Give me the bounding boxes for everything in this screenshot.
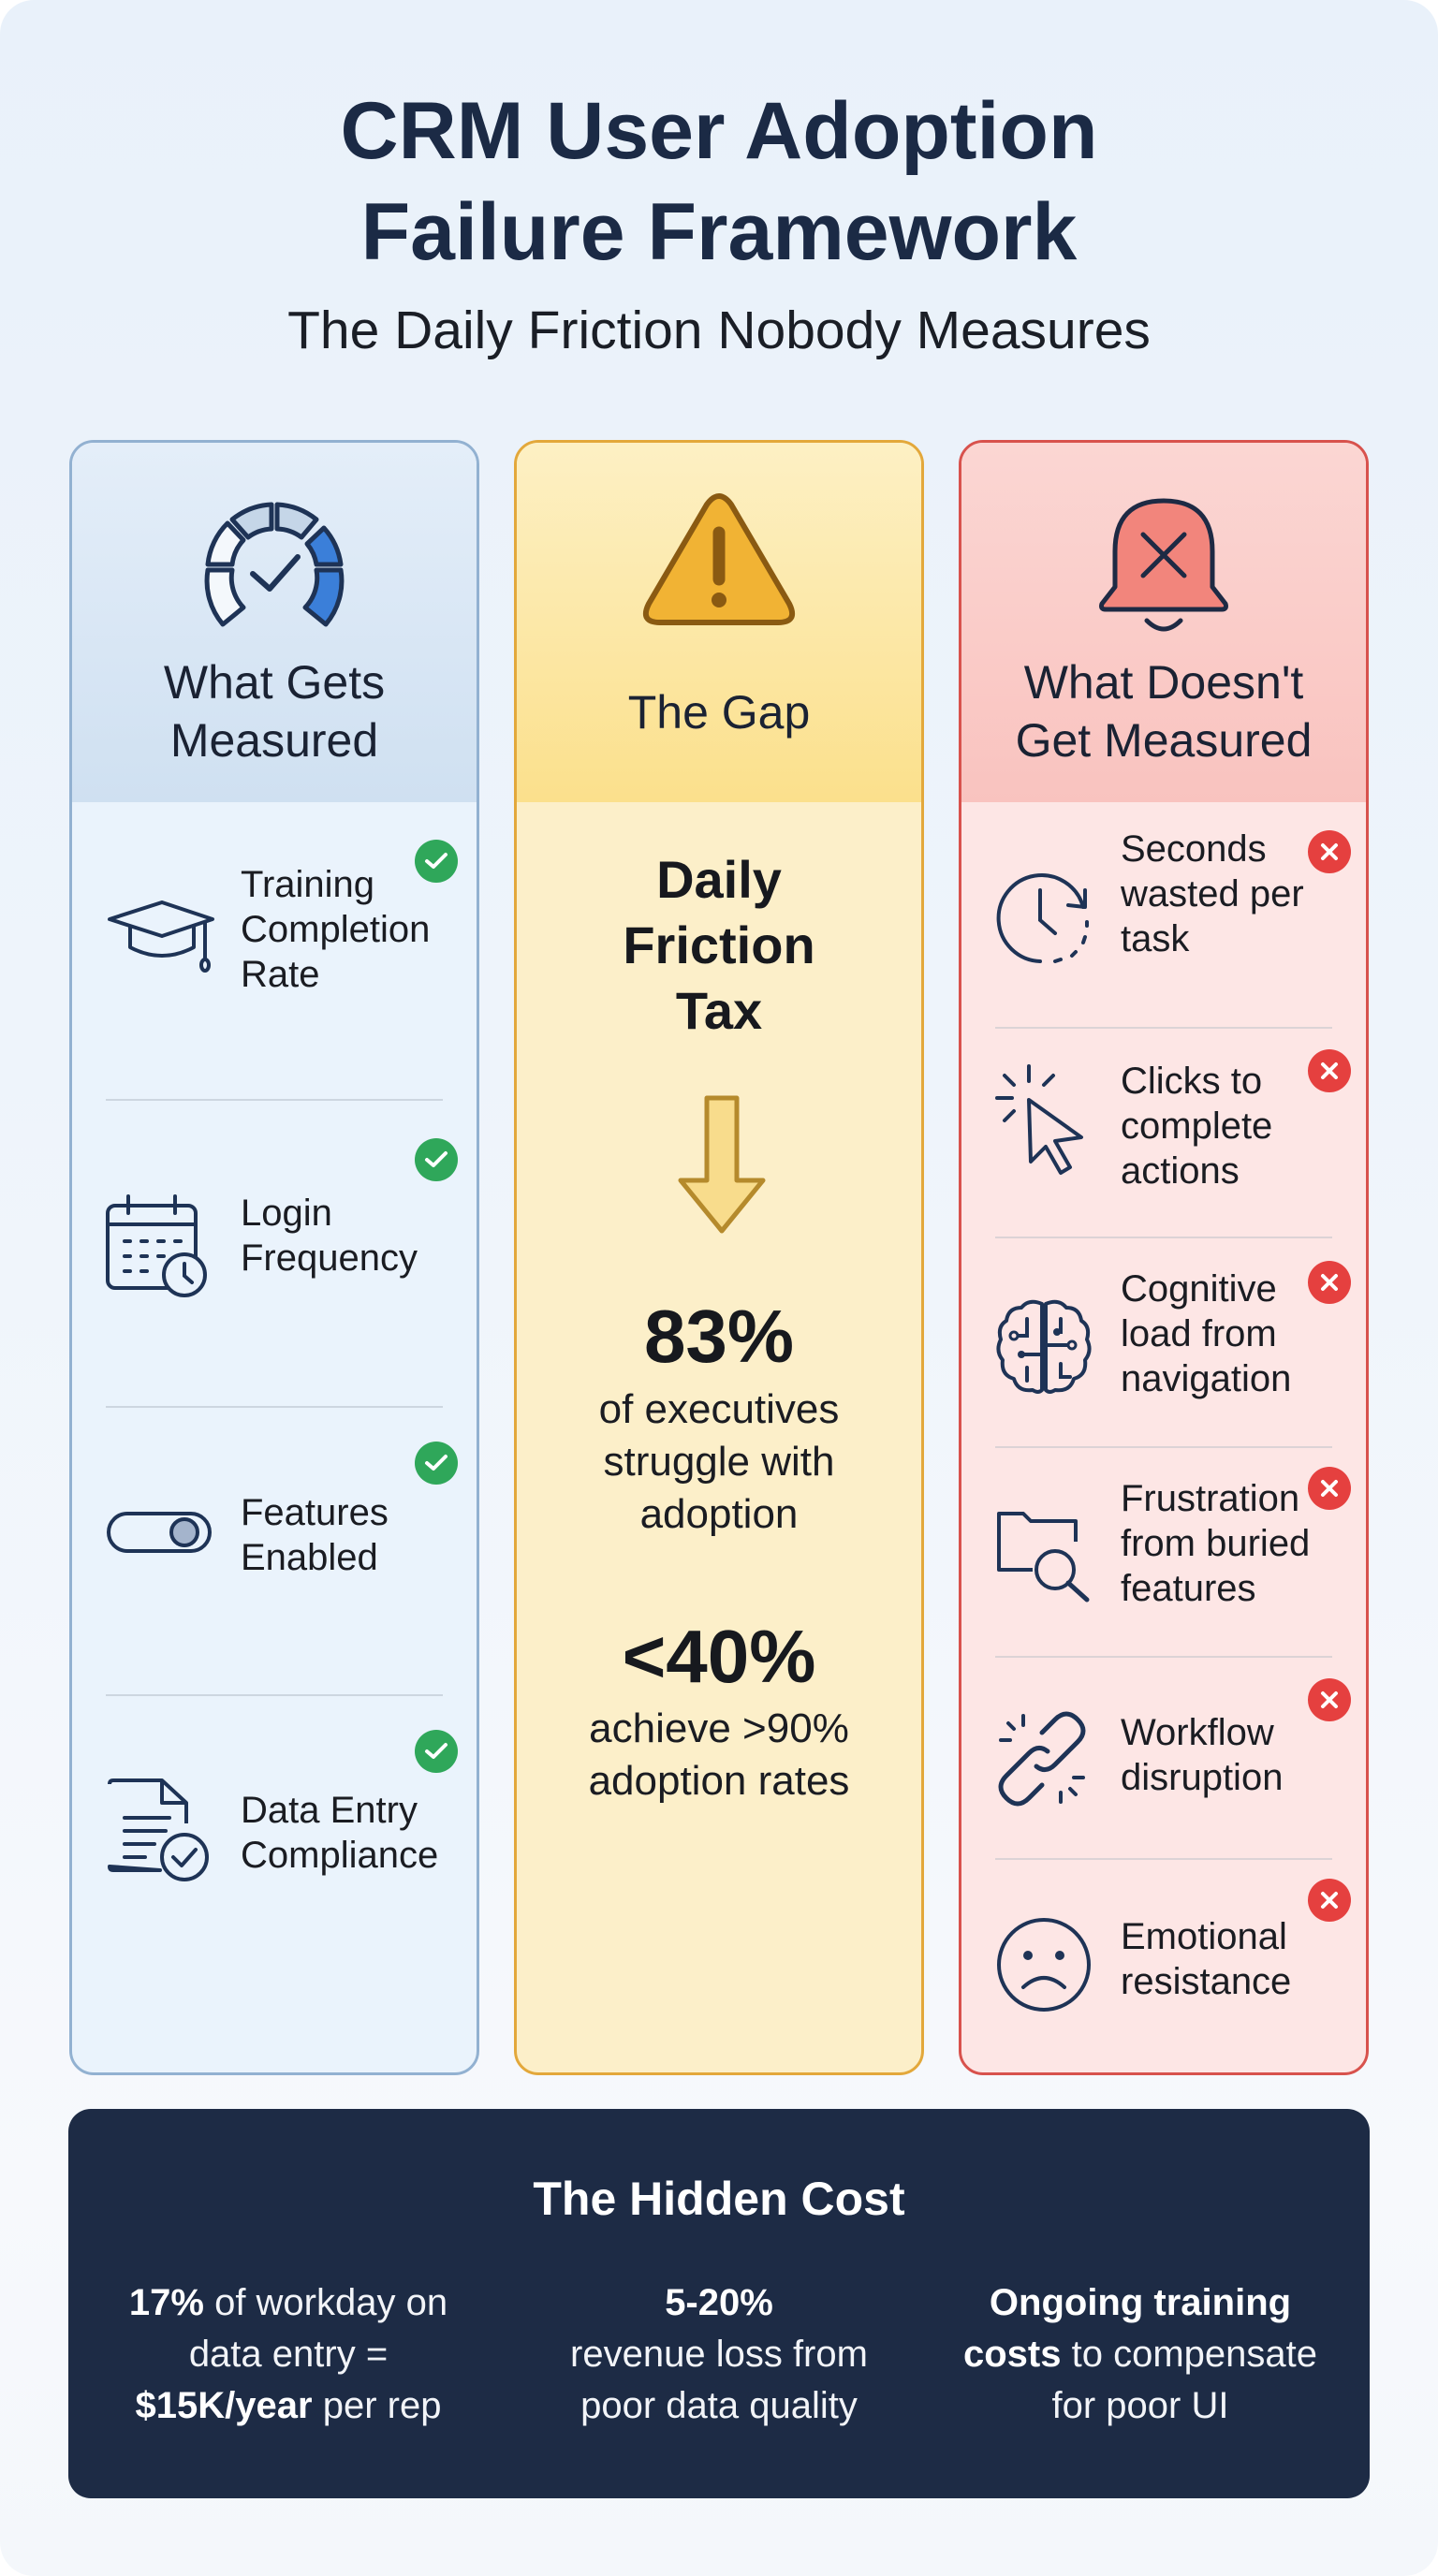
column-title-line-1: What Doesn't	[1023, 656, 1304, 709]
clock-refresh-icon	[996, 873, 1089, 963]
graduation-cap-icon	[108, 900, 214, 973]
divider	[995, 1446, 1332, 1448]
calendar-clock-icon	[106, 1194, 207, 1297]
page-subtitle: The Daily Friction Nobody Measures	[287, 300, 1151, 360]
warning-triangle-icon	[643, 493, 795, 625]
divider	[995, 1027, 1332, 1029]
toggle-switch-icon	[107, 1512, 212, 1553]
list-item-workflow-disruption: Workflow disruption	[961, 1658, 1366, 1858]
bell-x-icon	[1099, 498, 1228, 632]
x-badge-icon	[1308, 1678, 1351, 1721]
check-badge-icon	[415, 1730, 458, 1773]
column-header: What Gets Measured	[72, 443, 477, 802]
gauge-check-icon	[204, 502, 345, 627]
check-badge-icon	[415, 1138, 458, 1181]
column-header: What Doesn't Get Measured	[961, 443, 1366, 802]
divider	[995, 1237, 1332, 1238]
column-title-line-2: Get Measured	[1015, 714, 1313, 767]
stat-text-line: adoption	[639, 1491, 799, 1537]
list-item-clicks-to-complete: Clicks to complete actions	[961, 1029, 1366, 1237]
list-item-features-enabled: Features Enabled	[72, 1408, 477, 1694]
check-badge-icon	[415, 1442, 458, 1485]
item-label: Training Completion Rate	[241, 864, 431, 995]
item-label: Cognitive load from navigation	[1121, 1268, 1292, 1399]
item-label: Workflow disruption	[1121, 1712, 1284, 1798]
column-what-gets-measured: What Gets Measured Training Completion R…	[69, 440, 479, 2075]
cursor-click-icon	[995, 1064, 1083, 1175]
column-header: The Gap	[517, 443, 921, 802]
document-check-icon	[108, 1778, 209, 1881]
gap-headline-line-1: Daily	[656, 850, 782, 909]
hidden-cost-title: The Hidden Cost	[533, 2173, 905, 2225]
divider	[995, 1656, 1332, 1658]
hidden-cost-panel: The Hidden Cost 17% of workday on data e…	[68, 2109, 1370, 2498]
page-title-line-1: CRM User Adoption	[340, 86, 1098, 176]
x-badge-icon	[1308, 1467, 1351, 1510]
cost-item-revenue-loss: 5-20% revenue loss from poor data qualit…	[570, 2282, 868, 2426]
stat-text-line: adoption rates	[588, 1758, 850, 1804]
item-label: Login Frequency	[241, 1193, 418, 1279]
x-badge-icon	[1308, 1049, 1351, 1092]
list-item-cognitive-load: Cognitive load from navigation	[961, 1238, 1366, 1446]
arrow-down-icon	[678, 1095, 766, 1234]
x-badge-icon	[1308, 1879, 1351, 1922]
cost-item-training-costs: Ongoing training costs to compensate for…	[963, 2282, 1317, 2426]
gap-headline-line-3: Tax	[675, 981, 763, 1040]
column-title-line-2: Measured	[169, 714, 379, 767]
brain-circuit-icon	[996, 1299, 1092, 1394]
cost-item-data-entry: 17% of workday on data entry = $15K/year…	[128, 2282, 448, 2426]
list-item-login-frequency: Login Frequency	[72, 1101, 477, 1406]
x-badge-icon	[1308, 1261, 1351, 1304]
divider	[106, 1099, 443, 1101]
folder-search-icon	[997, 1512, 1090, 1603]
item-label: Data Entry Compliance	[241, 1790, 439, 1876]
column-title-line-1: What Gets	[163, 656, 386, 709]
item-label: Frustration from buried features	[1121, 1478, 1311, 1609]
item-label: Emotional resistance	[1121, 1916, 1292, 2002]
gap-headline-line-2: Friction	[623, 915, 815, 974]
page-title-line-2: Failure Framework	[360, 187, 1078, 277]
column-title: The Gap	[627, 686, 811, 739]
list-item-data-entry-compliance: Data Entry Compliance	[72, 1696, 477, 1977]
stat-text-line: achieve >90%	[589, 1705, 849, 1751]
column-the-gap: The Gap Daily Friction Tax 83% of execut…	[514, 440, 924, 2075]
list-item-seconds-wasted: Seconds wasted per task	[961, 802, 1366, 1027]
stat-value-83: 83%	[643, 1295, 795, 1378]
stat-text-line: of executives	[598, 1386, 840, 1432]
x-badge-icon	[1308, 830, 1351, 873]
stat-text-line: struggle with	[603, 1439, 835, 1485]
divider	[995, 1858, 1332, 1860]
check-badge-icon	[415, 840, 458, 883]
item-label: Features Enabled	[241, 1492, 389, 1578]
sad-face-icon	[997, 1918, 1091, 2012]
column-what-doesnt-get-measured: What Doesn't Get Measured Seconds wasted…	[959, 440, 1369, 2075]
list-item-emotional-resistance: Emotional resistance	[961, 1860, 1366, 2072]
stat-value-40: <40%	[622, 1615, 816, 1698]
item-label: Clicks to complete actions	[1121, 1061, 1273, 1192]
divider	[106, 1406, 443, 1408]
item-label: Seconds wasted per task	[1121, 828, 1304, 959]
divider	[106, 1694, 443, 1696]
list-item-training-completion: Training Completion Rate	[72, 802, 477, 1099]
broken-link-icon	[998, 1711, 1086, 1807]
list-item-frustration-buried-features: Frustration from buried features	[961, 1448, 1366, 1656]
